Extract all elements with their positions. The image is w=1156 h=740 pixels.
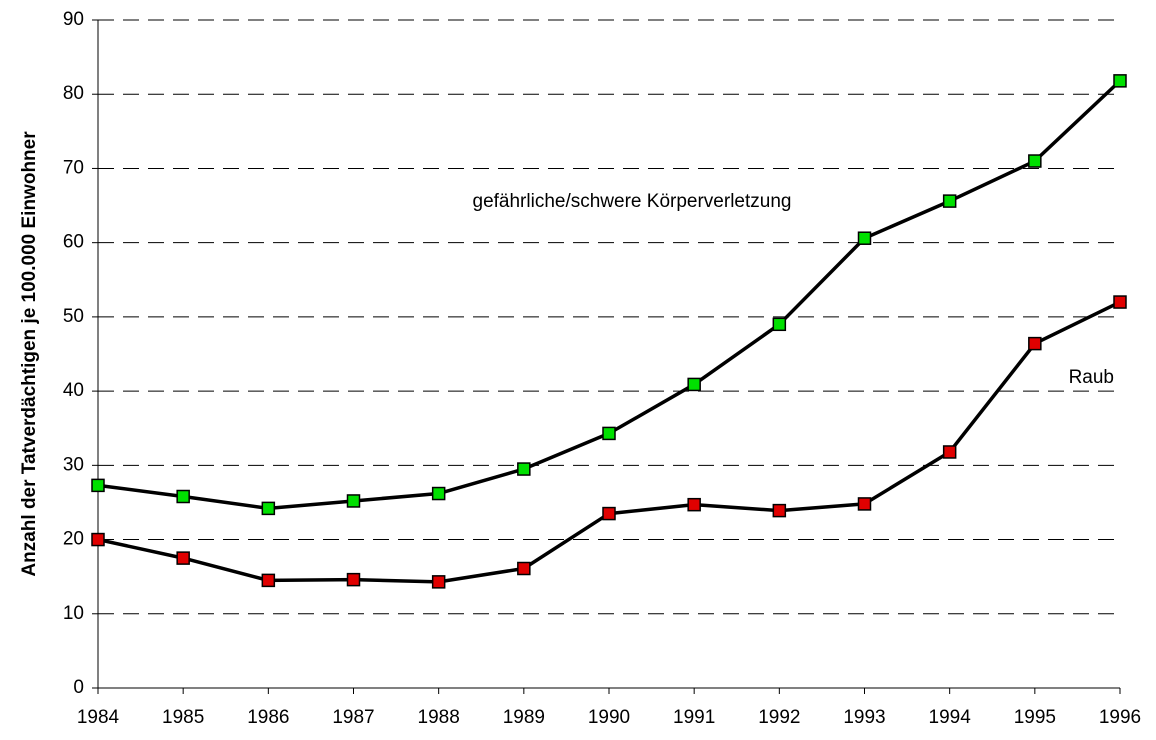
- marker: [772, 317, 787, 332]
- y-tick-label: 70: [63, 157, 84, 178]
- y-tick-label: 10: [63, 603, 84, 624]
- marker: [857, 231, 872, 245]
- marker: [431, 575, 446, 589]
- marker: [176, 489, 190, 504]
- marker: [857, 497, 872, 511]
- x-tick-label: 1996: [1099, 707, 1141, 728]
- x-tick-label: 1994: [929, 707, 972, 728]
- y-tick-label: 90: [63, 9, 84, 30]
- marker: [261, 501, 276, 516]
- x-tick-label: 1984: [77, 707, 120, 728]
- marker: [346, 572, 361, 587]
- marker: [517, 561, 531, 576]
- x-tick-label: 1988: [418, 707, 460, 728]
- y-tick-label: 30: [63, 454, 84, 475]
- marker: [1028, 336, 1042, 351]
- marker: [1113, 74, 1127, 88]
- y-axis-label: Anzahl der Tatverdächtigen je 100.000 Ei…: [19, 131, 40, 577]
- x-tick-label: 1992: [758, 707, 800, 728]
- x-tick-label: 1990: [588, 707, 630, 728]
- y-tick-label: 40: [63, 380, 84, 401]
- y-tick-label: 60: [63, 232, 84, 253]
- x-tick-label: 1993: [843, 707, 885, 728]
- marker: [1028, 154, 1042, 168]
- marker: [261, 573, 276, 588]
- marker: [1113, 295, 1127, 309]
- x-tick-label: 1995: [1014, 707, 1056, 728]
- marker: [687, 377, 701, 392]
- y-tick-label: 50: [63, 306, 84, 327]
- series-line: [97, 79, 1122, 511]
- marker: [602, 506, 616, 521]
- series-label: gefährliche/schwere Körperverletzung: [473, 191, 792, 212]
- marker: [772, 503, 787, 518]
- marker: [91, 478, 105, 493]
- x-tick-label: 1985: [162, 707, 204, 728]
- x-tick-label: 1989: [503, 707, 545, 728]
- marker: [431, 486, 446, 501]
- marker: [176, 551, 190, 565]
- marker: [942, 194, 957, 208]
- x-tick-label: 1986: [247, 707, 289, 728]
- marker: [687, 497, 701, 512]
- y-tick-label: 0: [73, 677, 84, 698]
- marker: [517, 462, 531, 476]
- y-tick-label: 20: [63, 529, 84, 550]
- series-label: Raub: [1069, 367, 1114, 388]
- marker: [602, 426, 616, 441]
- marker: [942, 445, 957, 459]
- marker: [91, 532, 105, 547]
- x-tick-label: 1987: [332, 707, 374, 728]
- x-tick-label: 1991: [673, 707, 715, 728]
- marker: [346, 494, 361, 508]
- y-tick-label: 80: [63, 83, 84, 104]
